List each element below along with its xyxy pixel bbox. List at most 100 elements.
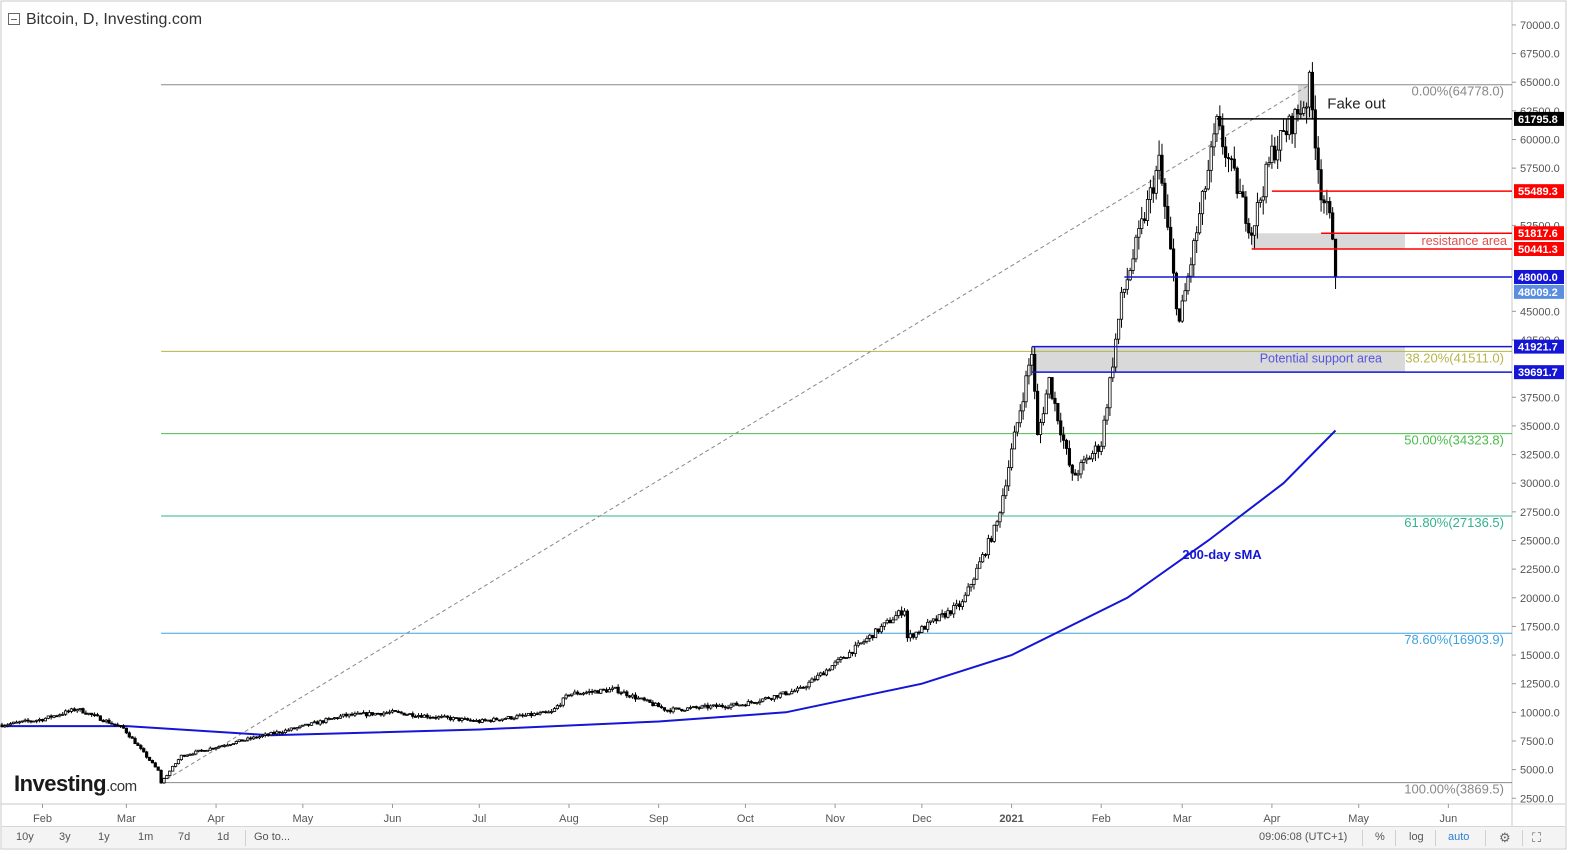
x-tick-label: Apr [1263,813,1280,825]
y-tick-label: 67500.0 [1520,49,1560,61]
period-1y-button[interactable]: 1y [98,831,110,843]
candle-body [318,720,322,725]
bottom-toolbar: 10y 3y 1y 1m 7d 1d Go to... 09:06:08 (UT… [2,826,1565,848]
y-tick-label: 10000.0 [1520,707,1560,719]
candle-body [252,736,256,740]
y-tick-label: 70000.0 [1520,20,1560,32]
candle-body [408,713,412,716]
log-toggle[interactable]: log [1409,831,1424,843]
candle-body [257,736,262,739]
candle-body [1281,130,1286,132]
candle-body [298,725,302,728]
candle-body [350,713,354,716]
auto-toggle[interactable]: auto [1448,831,1470,843]
x-tick-label: Feb [1092,813,1111,825]
toolbar-divider [245,830,246,846]
period-3y-button[interactable]: 3y [59,831,71,843]
candle-body [512,717,516,720]
candle-body [492,717,496,722]
candle-body [897,610,901,617]
candle-body [1169,226,1173,250]
period-10y-button[interactable]: 10y [16,831,34,843]
candle-body [1122,288,1126,293]
candle-body [243,739,247,742]
candle-body [434,716,438,719]
candle-body [1064,439,1069,449]
candle-body [729,704,733,708]
candle-body [706,704,710,709]
candle-body [1070,464,1074,474]
candle-body [359,712,363,715]
candle-body [1183,290,1187,302]
y-tick-label: 5000.0 [1520,765,1554,777]
candle-body [1296,109,1300,115]
candle-body [816,674,820,680]
candle-body [92,714,97,717]
candle-body [119,725,123,727]
candle-body [275,731,279,735]
x-tick-label: Jun [384,813,402,825]
candle-body [619,692,623,695]
candle-body [107,719,111,724]
candle-body [703,704,707,707]
candle-body [1307,71,1312,108]
candle-body [628,695,632,698]
candle-body [419,715,424,718]
x-tick-label: May [1348,813,1369,825]
candle-body [1302,107,1306,114]
candle-body [393,710,398,712]
candle-body [61,713,65,716]
candle-body [1177,308,1181,322]
current-price-tag [1514,284,1564,299]
candle-body [743,704,748,707]
candle-body [775,695,779,698]
period-1m-button[interactable]: 1m [138,831,154,843]
candle-body [191,753,195,756]
collapse-icon[interactable] [8,13,20,25]
gear-icon[interactable]: ⚙ [1499,830,1511,845]
candle-body [422,714,426,718]
candle-body [304,723,308,726]
candle-body [1047,377,1051,395]
candle-body [312,721,317,724]
price-tag [1514,269,1564,284]
candle-body [263,733,267,736]
candle-body [905,610,910,639]
candle-body [75,709,79,712]
candle-body [772,695,776,700]
go-to-button[interactable]: Go to... [254,831,291,843]
candle-body [1293,109,1297,135]
candle-body [607,689,612,693]
percent-toggle[interactable]: % [1375,831,1385,843]
candle-body [356,712,360,715]
candle-body [150,760,155,764]
candle-body [801,686,805,689]
candle-body [882,622,886,627]
candle-body [23,719,27,722]
x-tick-label: Jul [472,813,486,825]
candle-body [523,714,528,717]
period-1d-button[interactable]: 1d [217,831,230,843]
price-tag-label: 48000.0 [1518,272,1558,284]
candle-body [84,712,88,715]
candle-body [469,719,473,722]
candle-body [1030,354,1034,366]
candle-body [49,715,53,718]
candle-body [402,712,406,716]
candle-body [1125,279,1129,290]
candle-body [573,691,577,695]
candle-body [321,720,325,723]
candle-body [228,743,233,746]
candle-body [850,651,855,654]
candle-body [865,638,869,642]
candle-body [720,704,724,708]
candle-body [590,691,594,693]
candle-body [1290,115,1294,135]
candle-body [327,718,331,720]
period-7d-button[interactable]: 7d [178,831,191,843]
candle-body [978,561,982,569]
fullscreen-icon[interactable]: ⛶ [1532,830,1542,845]
candle-body [217,746,221,749]
candle-body [278,731,282,734]
